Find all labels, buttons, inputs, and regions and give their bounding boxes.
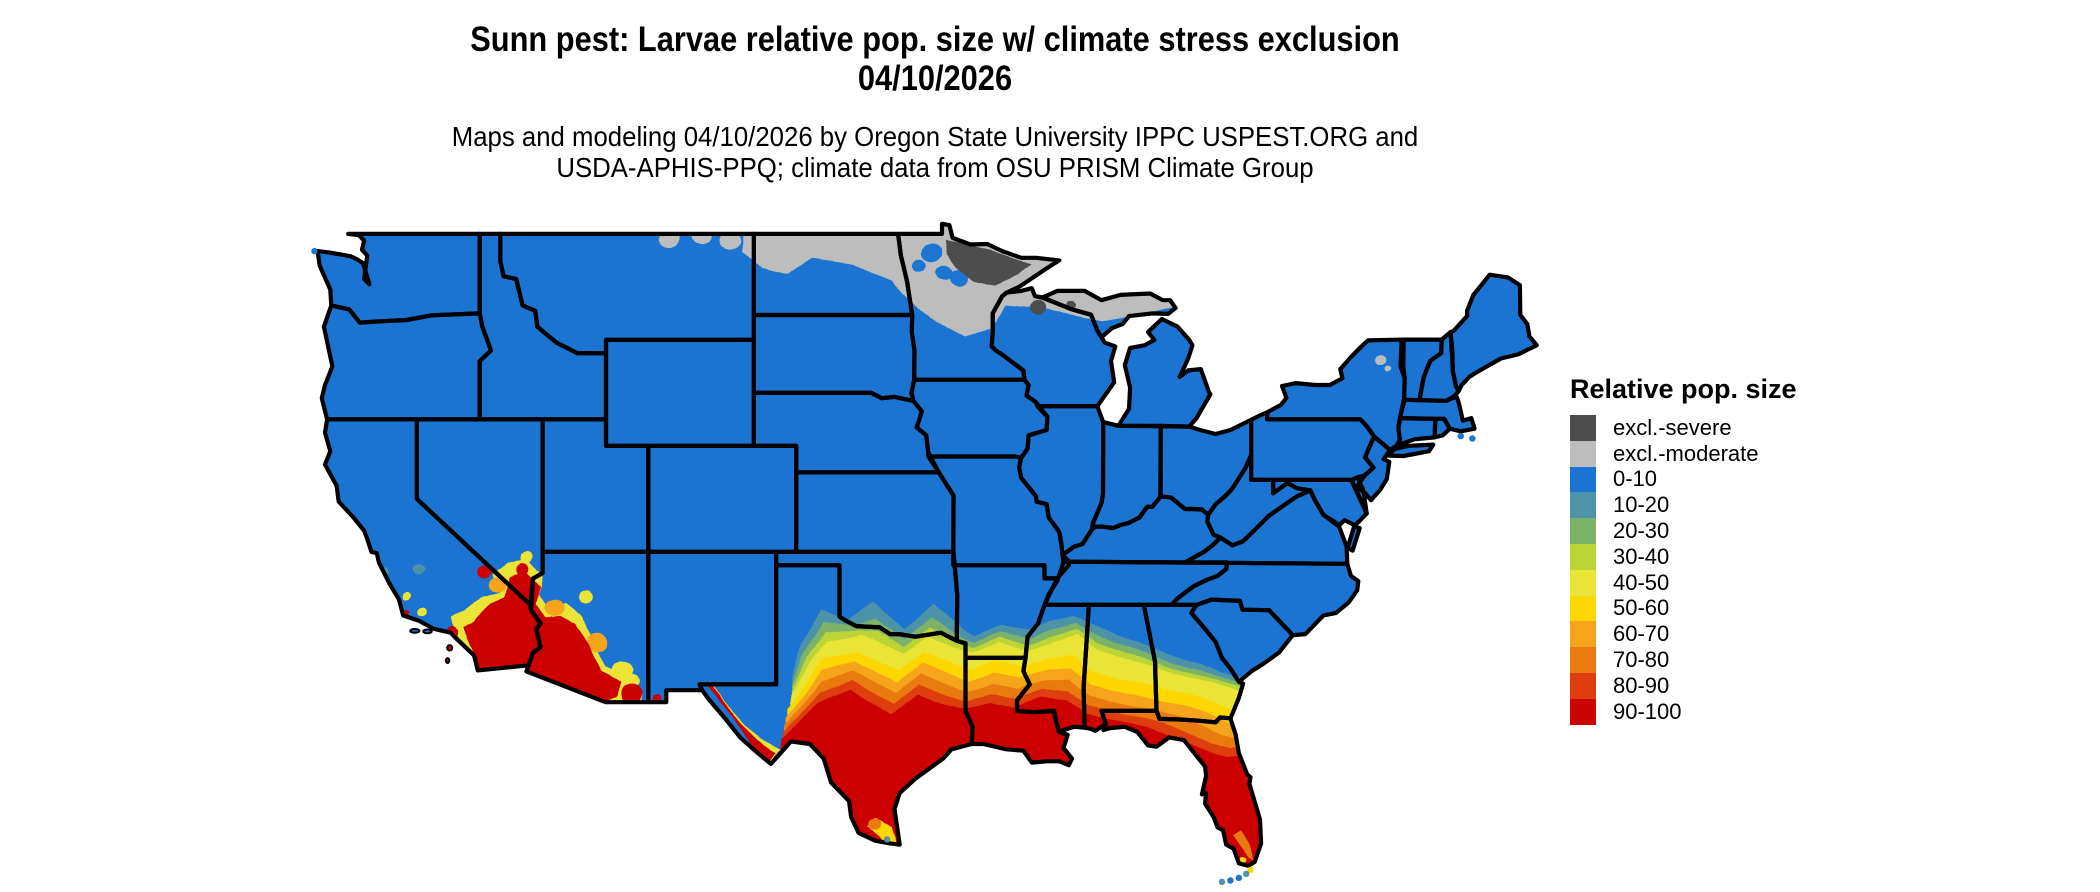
legend-entry-label: 30-40	[1613, 543, 1670, 569]
legend-entry: 10-20	[1570, 492, 1880, 519]
state-borders	[315, 221, 1539, 868]
legend-entries: excl.-severe excl.-moderate 0-10 10-20 20-30…	[1570, 415, 1880, 725]
legend-entry: 50-60	[1570, 595, 1880, 622]
legend-swatch-40-50	[1570, 569, 1596, 596]
legend-entry: excl.-severe	[1570, 415, 1880, 441]
legend-entry: 30-40	[1570, 543, 1880, 570]
legend-entry-label: 10-20	[1613, 492, 1670, 518]
legend-swatch-30-40	[1570, 543, 1596, 570]
legend-entry-label: 60-70	[1613, 621, 1670, 647]
state-nm	[647, 550, 778, 704]
legend-entry: 80-90	[1570, 672, 1880, 699]
legend-swatch-50-60	[1570, 595, 1596, 622]
legend-entry-label: 50-60	[1613, 595, 1670, 621]
legend-entry-label: 40-50	[1613, 569, 1670, 595]
legend-entry: 90-100	[1570, 698, 1880, 725]
legend-entry: 70-80	[1570, 647, 1880, 673]
legend-entry-label: excl.-severe	[1613, 414, 1732, 440]
legend-swatch-10-20	[1570, 492, 1596, 519]
legend-entry: 60-70	[1570, 621, 1880, 648]
state-sd	[752, 314, 916, 403]
legend-entry: excl.-moderate	[1570, 440, 1880, 467]
state-ks	[795, 471, 955, 553]
state-pa	[1250, 410, 1376, 481]
state-co	[647, 444, 798, 553]
legend: Relative pop. size excl.-severe excl.-mod…	[1570, 374, 1880, 725]
legend-entry-label: 70-80	[1613, 647, 1670, 673]
legend-swatch-60-70	[1570, 621, 1596, 648]
legend-entry-label: 20-30	[1613, 518, 1670, 544]
legend-swatch-20-30	[1570, 518, 1596, 544]
legend-entry-label: 0-10	[1613, 466, 1658, 492]
legend-entry-label: excl.-moderate	[1613, 440, 1759, 466]
legend-entry: 20-30	[1570, 518, 1880, 544]
legend-title: Relative pop. size	[1570, 374, 1797, 404]
legend-swatch-excl-severe	[1570, 415, 1596, 441]
state-wy	[605, 338, 755, 447]
legend-swatch-excl-moderate	[1570, 440, 1596, 467]
state-ml	[1116, 317, 1212, 428]
legend-swatch-90-100	[1570, 698, 1596, 725]
legend-swatch-0-10	[1570, 466, 1596, 493]
legend-swatch-70-80	[1570, 647, 1596, 673]
legend-swatch-80-90	[1570, 672, 1596, 699]
islands-layer	[311, 247, 1476, 886]
legend-entry-label: 80-90	[1613, 672, 1670, 698]
state-or	[320, 304, 493, 421]
state-me	[1449, 273, 1539, 394]
legend-entry: 40-50	[1570, 569, 1880, 596]
legend-entry-label: 90-100	[1613, 698, 1682, 724]
legend-entry: 0-10	[1570, 466, 1880, 493]
